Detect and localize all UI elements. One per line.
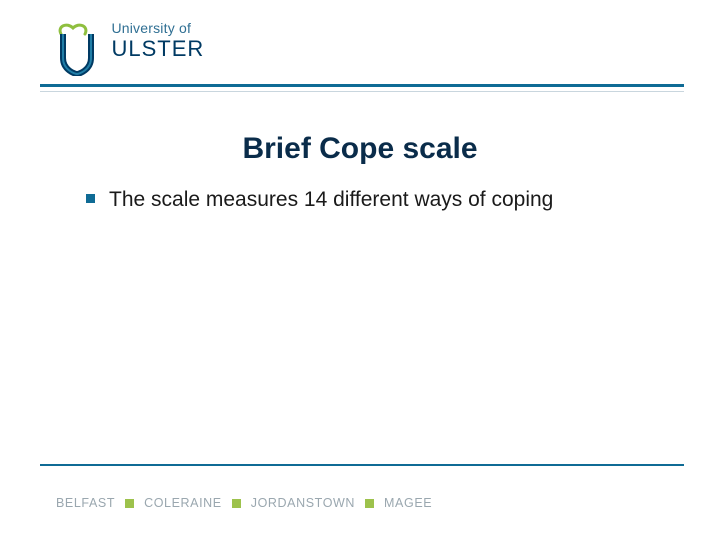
- university-logo-text: University of ULSTER: [111, 20, 204, 60]
- logo-bottom-line: ULSTER: [111, 38, 204, 60]
- footer-divider: [40, 464, 684, 466]
- campus-separator-icon: [232, 499, 241, 508]
- campus-separator-icon: [125, 499, 134, 508]
- bullet-list: The scale measures 14 different ways of …: [86, 186, 660, 214]
- university-logo: University of ULSTER: [55, 20, 204, 81]
- campus-name: MAGEE: [384, 496, 432, 510]
- header-divider: [40, 84, 684, 92]
- bullet-square-icon: [86, 194, 95, 203]
- bullet-text: The scale measures 14 different ways of …: [109, 186, 553, 214]
- campus-name: BELFAST: [56, 496, 115, 510]
- slide-container: University of ULSTER Brief Cope scale Th…: [0, 0, 720, 540]
- logo-top-line: University of: [111, 20, 204, 36]
- campus-list: BELFAST COLERAINE JORDANSTOWN MAGEE: [56, 496, 432, 510]
- campus-name: COLERAINE: [144, 496, 222, 510]
- campus-separator-icon: [365, 499, 374, 508]
- ulster-u-crest-icon: [55, 20, 99, 81]
- slide-title: Brief Cope scale: [0, 132, 720, 166]
- list-item: The scale measures 14 different ways of …: [86, 186, 660, 214]
- campus-name: JORDANSTOWN: [251, 496, 355, 510]
